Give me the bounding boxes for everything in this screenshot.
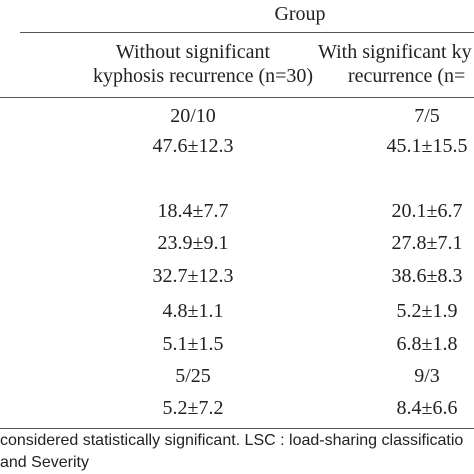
column-header-without-line2: kyphosis recurrence (n=30) — [93, 65, 314, 87]
table-cell-with: 5.2±1.9 — [396, 300, 458, 322]
table-cell-with: 7/5 — [414, 105, 440, 127]
header-bottom-rule — [0, 97, 474, 98]
column-header-with-line2: recurrence (n= — [348, 65, 466, 87]
table-cell-without: 5.1±1.5 — [162, 333, 224, 355]
table-bottom-rule — [0, 428, 474, 429]
table-cell-with: 6.8±1.8 — [396, 333, 458, 355]
table-cell-without: 32.7±12.3 — [152, 265, 234, 287]
group-header-rule — [20, 32, 474, 33]
table-cell-without: 5.2±7.2 — [162, 397, 224, 419]
table-cell-with: 20.1±6.7 — [391, 200, 463, 222]
column-header-with-line1: With significant ky — [318, 41, 472, 63]
table-cell-without: 4.8±1.1 — [162, 300, 224, 322]
footnote-line-2: and Severity — [0, 454, 89, 471]
table-cell-with: 9/3 — [414, 365, 440, 387]
column-header-without-line1: Without significant — [115, 41, 271, 63]
table-cell-with: 8.4±6.6 — [396, 397, 458, 419]
table-cell-without: 20/10 — [170, 105, 216, 127]
table-cell-without: 23.9±9.1 — [157, 232, 229, 254]
footnote-line-1: considered statistically significant. LS… — [0, 432, 464, 449]
table-cell-with: 45.1±15.5 — [386, 135, 468, 157]
group-header: Group — [274, 3, 326, 25]
table-cell-with: 27.8±7.1 — [391, 232, 463, 254]
table-cell-without: 18.4±7.7 — [157, 200, 229, 222]
table-cell-without: 47.6±12.3 — [152, 135, 234, 157]
table-cell-with: 38.6±8.3 — [391, 265, 463, 287]
table-cell-without: 5/25 — [175, 365, 211, 387]
